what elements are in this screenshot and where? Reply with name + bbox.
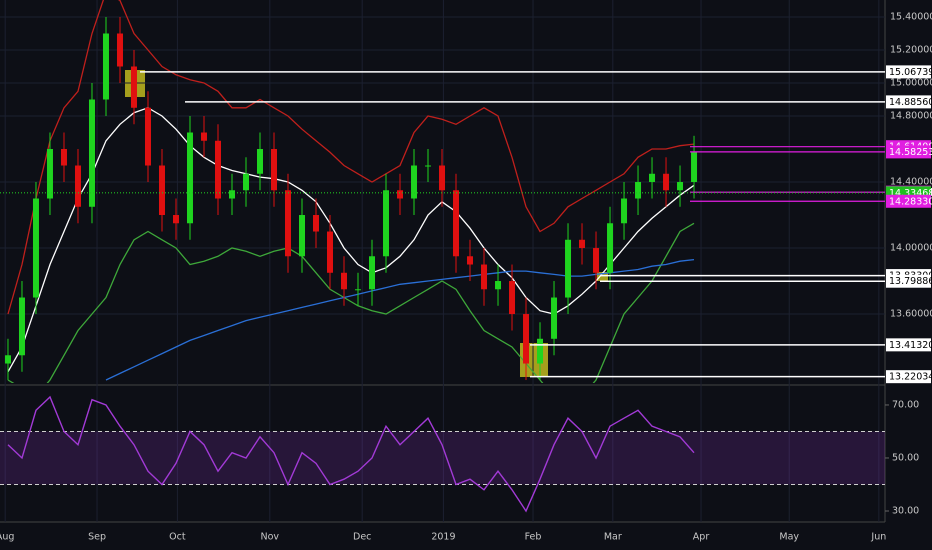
y-tick-label: 14.40000 bbox=[890, 177, 932, 188]
x-tick-label: Dec bbox=[353, 532, 371, 543]
rsi-band bbox=[0, 431, 885, 485]
candle-body bbox=[172, 215, 179, 224]
candle-body bbox=[214, 140, 221, 199]
price-label-box bbox=[886, 95, 931, 109]
candle-body bbox=[102, 33, 109, 100]
candle-body bbox=[200, 132, 207, 141]
y-tick-label: 14.80000 bbox=[890, 111, 932, 122]
price-label: 13.41320 bbox=[889, 340, 932, 351]
x-tick-label: Apr bbox=[693, 532, 710, 543]
candle-body bbox=[523, 314, 530, 364]
price-label-box bbox=[886, 274, 931, 288]
y-tick-label: 14.00000 bbox=[890, 243, 932, 254]
candle-body bbox=[46, 149, 53, 199]
x-tick-label: Oct bbox=[169, 532, 186, 543]
candle-body bbox=[270, 149, 277, 191]
rsi-tick-label: 70.00 bbox=[892, 399, 919, 410]
price-label: 14.88560 bbox=[889, 97, 932, 108]
price-label: 13.79886 bbox=[889, 276, 932, 287]
candle-body bbox=[88, 99, 95, 207]
candle-body bbox=[397, 190, 404, 199]
candle-body bbox=[677, 182, 684, 191]
price-label-box bbox=[886, 65, 931, 79]
candle-body bbox=[116, 33, 123, 67]
candle-body bbox=[453, 190, 460, 257]
x-tick-label: Sep bbox=[88, 532, 106, 543]
candle-body bbox=[607, 223, 614, 273]
price-label: 14.28330 bbox=[889, 196, 932, 207]
y-tick-label: 13.60000 bbox=[890, 309, 932, 320]
candle-body bbox=[186, 132, 193, 224]
candle-body bbox=[256, 149, 263, 174]
candle-body bbox=[74, 165, 81, 207]
candle-body bbox=[481, 264, 488, 290]
candle-body bbox=[18, 297, 25, 356]
candle-body bbox=[60, 149, 67, 166]
candle-body bbox=[495, 281, 502, 290]
candle-body bbox=[439, 165, 446, 191]
x-tick-label: Nov bbox=[261, 532, 280, 543]
candle-body bbox=[228, 190, 235, 199]
candle-body bbox=[383, 190, 390, 257]
x-tick-label: Aug bbox=[0, 532, 14, 543]
y-tick-label: 15.40000 bbox=[890, 11, 932, 22]
candle-body bbox=[663, 173, 670, 191]
price-label: 14.58253 bbox=[889, 147, 932, 158]
candle-body bbox=[158, 165, 165, 216]
price-label-box bbox=[886, 145, 931, 159]
candle-body bbox=[579, 239, 586, 249]
price-label-box bbox=[886, 338, 931, 352]
candle-body bbox=[551, 297, 558, 339]
rsi-line bbox=[7, 395, 695, 513]
price-label-box bbox=[886, 194, 931, 208]
candle-body bbox=[32, 198, 39, 298]
candle-body bbox=[299, 215, 306, 257]
candle-body bbox=[144, 107, 151, 166]
y-tick-label: 15.00000 bbox=[890, 78, 932, 89]
candle-body bbox=[242, 173, 249, 191]
candle-body bbox=[691, 152, 698, 183]
candle-body bbox=[621, 198, 628, 224]
candle-body bbox=[341, 272, 348, 290]
indicator-line bbox=[7, 107, 695, 373]
x-tick-label: Feb bbox=[525, 532, 542, 543]
price-label: 13.22034 bbox=[889, 372, 932, 383]
candle-body bbox=[4, 355, 11, 364]
x-tick-label: May bbox=[779, 532, 799, 543]
candle-body bbox=[130, 66, 137, 108]
candle-body bbox=[411, 165, 418, 199]
indicator-line bbox=[7, 222, 695, 383]
candle-body bbox=[593, 248, 600, 273]
x-tick-label: Jun bbox=[870, 532, 886, 543]
candle-body bbox=[467, 256, 474, 265]
highlight-zone bbox=[597, 272, 608, 281]
candle-body bbox=[313, 215, 320, 232]
rsi-tick-label: 50.00 bbox=[892, 452, 919, 463]
candle-body bbox=[369, 256, 376, 290]
x-tick-label: Mar bbox=[604, 532, 622, 543]
candle-body bbox=[537, 338, 544, 364]
candle-body bbox=[635, 182, 642, 199]
price-label: 15.06739 bbox=[889, 67, 932, 78]
candle-body bbox=[425, 165, 432, 167]
price-label: 14.33468 bbox=[889, 188, 932, 199]
candle-body bbox=[509, 281, 516, 315]
x-tick-label: 2019 bbox=[431, 532, 455, 543]
candle-body bbox=[649, 173, 656, 183]
price-label-box bbox=[886, 370, 931, 384]
candle-body bbox=[565, 239, 572, 298]
rsi-tick-label: 30.00 bbox=[892, 505, 919, 516]
y-tick-label: 15.20000 bbox=[890, 44, 932, 55]
candle-body bbox=[327, 231, 334, 273]
indicator-line bbox=[7, 0, 695, 315]
candle-body bbox=[284, 190, 291, 257]
candle-body bbox=[355, 289, 362, 291]
